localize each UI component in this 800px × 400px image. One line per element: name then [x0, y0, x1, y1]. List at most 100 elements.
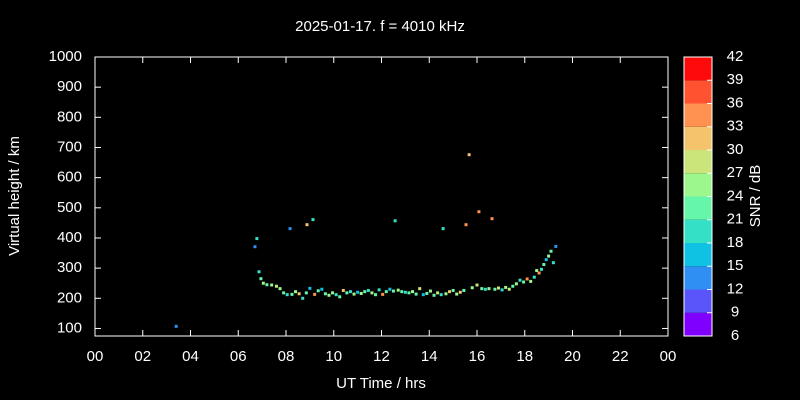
- colorbar-swatch: [684, 126, 712, 150]
- colorbar-swatch: [684, 289, 712, 313]
- data-point: [480, 287, 484, 291]
- colorbar-swatch: [684, 150, 712, 174]
- x-tick-label: 14: [421, 348, 438, 365]
- data-point: [261, 281, 265, 285]
- data-point: [470, 286, 474, 290]
- data-point: [411, 290, 415, 294]
- data-point: [363, 290, 367, 294]
- data-point: [444, 292, 448, 296]
- colorbar-tick-label: 33: [727, 118, 744, 135]
- data-point: [436, 291, 440, 295]
- data-point: [270, 283, 274, 287]
- x-tick-label: 16: [469, 348, 486, 365]
- data-point: [285, 293, 289, 297]
- data-point: [522, 280, 526, 284]
- y-tick-label: 800: [57, 108, 82, 125]
- data-point: [388, 287, 392, 291]
- data-point: [374, 293, 378, 297]
- data-point: [439, 293, 443, 297]
- x-axis-label: UT Time / hrs: [336, 375, 426, 392]
- data-point: [377, 288, 381, 292]
- data-point: [400, 290, 404, 294]
- x-tick-label: 12: [373, 348, 390, 365]
- x-tick-label: 18: [516, 348, 533, 365]
- y-tick-label: 500: [57, 199, 82, 216]
- data-point: [421, 293, 425, 297]
- data-point: [304, 291, 308, 295]
- colorbar-swatch: [684, 196, 712, 220]
- colorbar-tick-label: 18: [727, 234, 744, 251]
- data-point: [507, 287, 511, 291]
- x-tick-label: 00: [87, 348, 104, 365]
- colorbar-tick-label: 27: [727, 164, 744, 181]
- x-tick-label: 04: [182, 348, 199, 365]
- data-point: [432, 293, 436, 297]
- data-point: [352, 292, 356, 296]
- y-tick-label: 100: [57, 319, 82, 336]
- data-point: [323, 292, 327, 296]
- data-point: [366, 288, 370, 292]
- data-point: [327, 293, 331, 297]
- colorbar-swatch: [684, 57, 712, 81]
- colorbar-tick-label: 21: [727, 211, 744, 228]
- colorbar-tick-label: 39: [727, 71, 744, 88]
- data-point: [529, 279, 533, 283]
- data-point: [257, 270, 261, 274]
- data-point: [341, 288, 345, 292]
- colorbar-tick-label: 9: [731, 304, 739, 321]
- data-point: [535, 269, 539, 273]
- data-point: [331, 291, 335, 295]
- data-point: [391, 289, 395, 293]
- colorbar-label: SNR / dB: [747, 165, 764, 228]
- colorbar-swatch: [684, 219, 712, 243]
- data-point: [393, 219, 397, 223]
- data-point: [294, 290, 298, 294]
- data-point: [265, 283, 269, 287]
- data-point: [255, 237, 259, 241]
- data-point: [547, 254, 551, 258]
- data-point: [407, 291, 411, 295]
- data-point: [462, 288, 466, 292]
- colorbar-tick-label: 6: [731, 327, 739, 344]
- colorbar-tick-label: 30: [727, 141, 744, 158]
- chart-title: 2025-01-17. f = 4010 kHz: [295, 18, 465, 35]
- x-tick-label: 22: [612, 348, 629, 365]
- data-point: [504, 285, 508, 289]
- data-point: [514, 282, 518, 286]
- data-point: [301, 296, 305, 300]
- data-point: [467, 153, 471, 157]
- data-point: [297, 292, 301, 296]
- x-tick-label: 08: [278, 348, 295, 365]
- y-axis-label: Virtual height / km: [6, 136, 23, 256]
- data-point: [428, 289, 432, 293]
- data-point: [464, 223, 468, 227]
- data-point: [290, 292, 294, 296]
- data-point: [359, 291, 363, 295]
- data-point: [311, 218, 315, 222]
- colorbar-tick-label: 42: [727, 48, 744, 65]
- data-point: [475, 283, 479, 287]
- data-point: [253, 245, 257, 249]
- colorbar-tick-label: 15: [727, 257, 744, 274]
- y-tick-label: 600: [57, 169, 82, 186]
- data-point: [525, 277, 529, 281]
- y-tick-label: 300: [57, 259, 82, 276]
- data-point: [418, 287, 422, 291]
- y-tick-label: 400: [57, 229, 82, 246]
- data-point: [455, 292, 459, 296]
- data-point: [320, 287, 324, 291]
- y-tick-label: 700: [57, 138, 82, 155]
- data-point: [348, 290, 352, 294]
- data-point: [381, 292, 385, 296]
- data-point: [544, 258, 548, 262]
- data-point: [425, 291, 429, 295]
- data-point: [282, 291, 286, 295]
- data-point: [477, 210, 481, 214]
- data-point: [334, 293, 338, 297]
- colorbar-tick-label: 36: [727, 94, 744, 111]
- data-point: [448, 290, 452, 294]
- colorbar-swatch: [684, 266, 712, 290]
- data-point: [551, 261, 555, 265]
